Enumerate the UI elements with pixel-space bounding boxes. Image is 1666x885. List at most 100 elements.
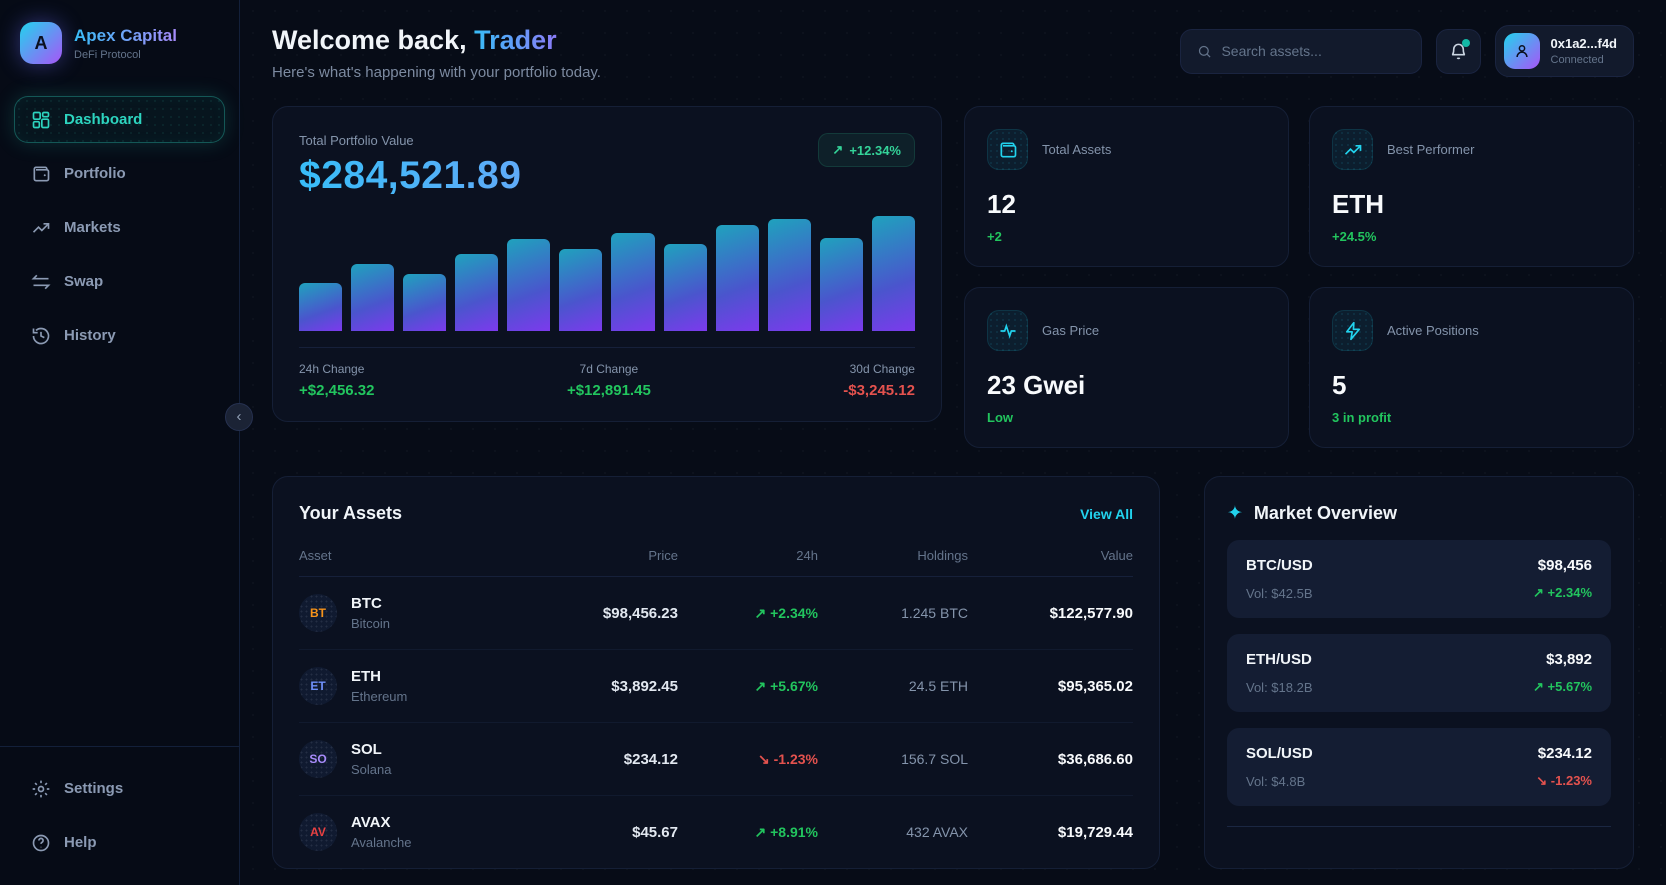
market-change: ↗ +2.34% <box>1533 585 1592 601</box>
stat-label: Gas Price <box>1042 323 1100 338</box>
page-subtitle: Here's what's happening with your portfo… <box>272 64 601 81</box>
stat-value: ETH <box>1332 189 1384 219</box>
trend-up-icon: ↗ <box>754 677 767 694</box>
topbar: Welcome back, Trader Here's what's happe… <box>272 25 1634 81</box>
user-icon <box>1515 45 1528 58</box>
brand: A Apex Capital DeFi Protocol <box>0 0 239 82</box>
market-item-eth-usd[interactable]: ETH/USD $3,892 Vol: $18.2B ↗ +5.67% <box>1227 634 1611 712</box>
market-volume: Vol: $42.5B <box>1246 585 1313 601</box>
trending-up-icon <box>1344 144 1361 155</box>
asset-change: ↗ +2.34% <box>678 604 819 622</box>
market-pair: BTC/USD <box>1246 557 1313 574</box>
change-label: 7d Change <box>579 362 639 376</box>
greeting-block: Welcome back, Trader Here's what's happe… <box>272 25 601 81</box>
chart-bar <box>403 273 447 331</box>
portfolio-change-badge: ↗ +12.34% <box>818 133 915 167</box>
asset-value: $19,729.44 <box>1057 823 1133 841</box>
bottom-grid: Your Assets View All Asset Price 24h Hol… <box>272 476 1634 869</box>
stat-card-total-assets: Total Assets 12 +2 <box>964 106 1289 267</box>
wallet-icon <box>1000 142 1016 157</box>
asset-symbol: SOL <box>351 741 382 758</box>
market-change: ↘ -1.23% <box>1536 773 1592 789</box>
col-price: Price <box>648 548 678 563</box>
asset-value: $95,365.02 <box>1057 677 1133 695</box>
portfolio-value: $284,521.89 <box>299 154 915 198</box>
portfolio-changes-row: 24h Change +$2,456.32 7d Change +$12,891… <box>299 347 915 399</box>
sidebar-item-label: Portfolio <box>64 165 126 182</box>
wallet-button[interactable]: 0x1a2...f4d Connected <box>1494 25 1634 77</box>
col-holdings: Holdings <box>917 548 968 563</box>
chart-bar <box>663 243 707 331</box>
search-icon <box>1198 45 1211 58</box>
sidebar-item-label: Dashboard <box>64 111 143 128</box>
market-overview-title: Market Overview <box>1253 503 1397 523</box>
market-item-btc-usd[interactable]: BTC/USD $98,456 Vol: $42.5B ↗ +2.34% <box>1227 540 1611 618</box>
sidebar-item-portfolio[interactable]: Portfolio <box>14 150 225 197</box>
asset-holdings: 156.7 SOL <box>901 751 968 767</box>
greeting-name: Trader <box>474 25 557 55</box>
market-change-value: +5.67% <box>1547 679 1592 694</box>
activity-pulse-icon <box>1000 322 1015 339</box>
change-value: +$2,456.32 <box>299 382 375 399</box>
asset-symbol: ETH <box>351 668 381 685</box>
chart-bar <box>559 249 603 331</box>
sidebar-item-swap[interactable]: Swap <box>14 258 225 305</box>
sidebar-item-markets[interactable]: Markets <box>14 204 225 251</box>
search-box <box>1179 28 1422 74</box>
chart-bar <box>715 225 759 331</box>
asset-name: Bitcoin <box>351 616 391 631</box>
change-value: -$3,245.12 <box>843 382 915 399</box>
sidebar-item-label: Help <box>64 834 97 851</box>
notification-dot <box>1461 38 1470 47</box>
stats-grid: Total Assets 12 +2 Best Performer ETH +2… <box>964 106 1634 448</box>
asset-value: $122,577.90 <box>1049 604 1133 622</box>
help-circle-icon <box>32 834 50 851</box>
market-price: $234.12 <box>1537 745 1592 762</box>
sidebar-item-label: Settings <box>64 780 124 797</box>
table-row-btc[interactable]: BT BTC Bitcoin $98,456.23 ↗ +2.34% 1.245 … <box>299 577 1133 650</box>
asset-value: $36,686.60 <box>1057 750 1133 768</box>
sidebar-item-history[interactable]: History <box>14 312 225 359</box>
stat-label: Best Performer <box>1387 142 1475 157</box>
table-row-eth[interactable]: ET ETH Ethereum $3,892.45 ↗ +5.67% 24.5 E… <box>299 650 1133 723</box>
portfolio-value-card: Total Portfolio Value $284,521.89 ↗ +12.… <box>272 106 942 422</box>
view-all-link[interactable]: View All <box>1080 505 1133 522</box>
market-change: ↗ +5.67% <box>1533 679 1592 695</box>
asset-name: Ethereum <box>351 689 408 704</box>
chart-bar <box>611 233 655 331</box>
your-assets-card: Your Assets View All Asset Price 24h Hol… <box>272 476 1160 869</box>
sidebar-footer: Settings Help <box>0 746 239 885</box>
trend-down-icon: ↘ <box>1536 773 1548 788</box>
asset-holdings: 1.245 BTC <box>901 605 968 621</box>
market-volume: Vol: $4.8B <box>1246 773 1306 789</box>
search-input[interactable] <box>1221 43 1405 59</box>
market-change-value: +2.34% <box>1547 585 1592 600</box>
market-item-sol-usd[interactable]: SOL/USD $234.12 Vol: $4.8B ↘ -1.23% <box>1227 728 1611 806</box>
table-row-avax[interactable]: AV AVAX Avalanche $45.67 ↗ +8.91% 432 AVA… <box>299 796 1133 868</box>
sidebar: A Apex Capital DeFi Protocol Dashboard P… <box>0 0 253 885</box>
asset-change-value: +8.91% <box>770 823 818 840</box>
asset-price: $98,456.23 <box>602 604 678 622</box>
portfolio-change-badge-value: +12.34% <box>849 142 901 158</box>
asset-holdings: 432 AVAX <box>906 824 968 840</box>
topbar-actions: 0x1a2...f4d Connected <box>1179 25 1634 77</box>
asset-change-value: +2.34% <box>770 604 818 621</box>
chart-bar <box>767 219 811 331</box>
sidebar-collapse-button[interactable]: ‹ <box>225 403 253 431</box>
col-24h: 24h <box>796 548 818 563</box>
chart-bar <box>507 239 551 331</box>
history-clock-icon <box>32 327 50 344</box>
notifications-button[interactable] <box>1435 28 1481 74</box>
sidebar-item-help[interactable]: Help <box>14 819 225 866</box>
sidebar-item-label: Markets <box>64 219 121 236</box>
asset-change: ↗ +8.91% <box>678 823 819 841</box>
sidebar-item-dashboard[interactable]: Dashboard <box>14 96 225 143</box>
brand-tagline: DeFi Protocol <box>74 48 141 61</box>
sidebar-item-label: History <box>64 327 116 344</box>
asset-price: $45.67 <box>632 823 678 841</box>
brand-name: Apex Capital <box>74 25 177 45</box>
table-row-sol[interactable]: SO SOL Solana $234.12 ↘ -1.23% 156.7 SOL … <box>299 723 1133 796</box>
stat-sub: Low <box>987 410 1013 425</box>
stat-sub: +24.5% <box>1332 229 1377 244</box>
sidebar-item-settings[interactable]: Settings <box>14 765 225 812</box>
